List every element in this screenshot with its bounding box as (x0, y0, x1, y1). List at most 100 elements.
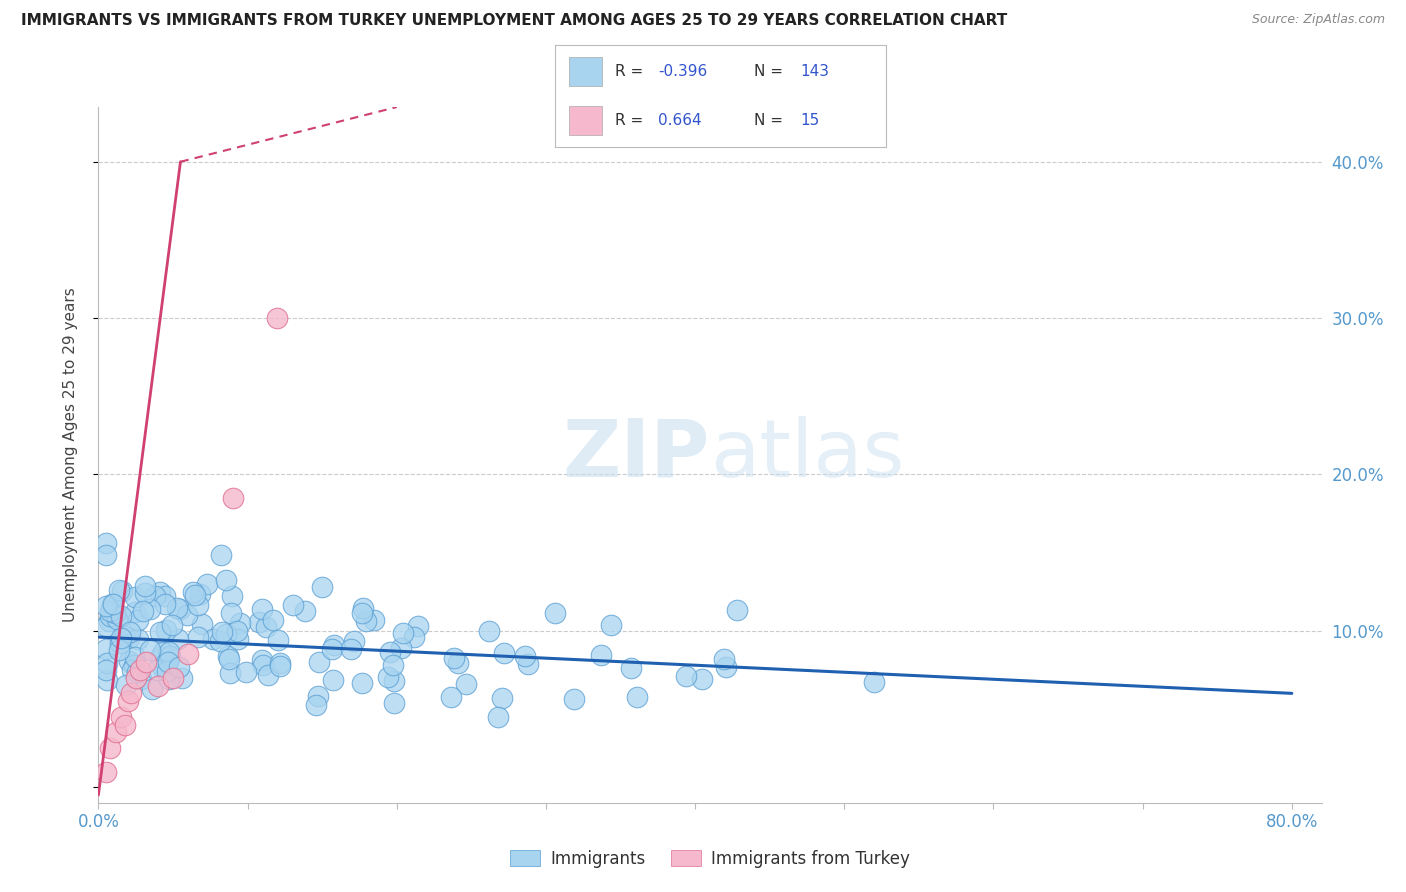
Point (98, 604, 121, 618)
Point (127, 614, 149, 628)
Point (120, 686, 142, 700)
Point (713, 652, 735, 666)
Point (94, 599, 117, 614)
Point (127, 632, 149, 646)
Point (94, 664, 117, 678)
Point (863, 674, 886, 689)
Point (690, 672, 713, 686)
Point (134, 578, 156, 592)
Point (343, 634, 366, 648)
Point (172, 671, 194, 685)
Point (221, 491, 243, 505)
Point (211, 624, 233, 639)
Point (267, 632, 290, 647)
Point (135, 655, 157, 669)
Point (143, 589, 166, 603)
Point (94, 536, 117, 550)
Point (127, 665, 149, 679)
Point (124, 590, 146, 604)
Point (218, 666, 240, 681)
Point (129, 672, 152, 686)
Point (311, 580, 333, 594)
Point (589, 648, 612, 662)
Point (104, 606, 127, 620)
Point (125, 671, 148, 685)
Point (378, 645, 401, 659)
Point (544, 606, 567, 620)
Point (108, 642, 131, 657)
Point (114, 678, 136, 692)
Point (478, 624, 501, 638)
Point (155, 623, 177, 637)
Point (247, 615, 270, 630)
Point (250, 653, 273, 667)
Point (105, 725, 128, 739)
Point (101, 600, 124, 615)
Point (111, 584, 134, 599)
Point (105, 612, 128, 626)
Point (153, 597, 176, 611)
Point (118, 625, 141, 640)
Text: N =: N = (754, 113, 787, 128)
Point (169, 602, 191, 616)
Point (382, 696, 405, 710)
Legend: Immigrants, Immigrants from Turkey: Immigrants, Immigrants from Turkey (503, 843, 917, 874)
Point (96, 673, 118, 687)
Y-axis label: Unemployment Among Ages 25 to 29 years: Unemployment Among Ages 25 to 29 years (63, 287, 77, 623)
Point (269, 659, 291, 673)
Text: R =: R = (614, 63, 648, 78)
Point (101, 597, 124, 611)
Point (382, 658, 405, 673)
Point (155, 589, 177, 603)
Point (187, 598, 209, 612)
Point (406, 619, 429, 633)
Point (254, 619, 277, 633)
Point (250, 601, 273, 615)
Point (184, 588, 207, 602)
Point (307, 689, 329, 703)
Point (141, 682, 163, 697)
Point (217, 648, 239, 663)
Point (562, 692, 585, 706)
Point (187, 631, 209, 645)
Point (152, 645, 174, 659)
Point (110, 609, 132, 624)
Point (339, 641, 361, 656)
Point (124, 658, 146, 673)
Point (118, 654, 141, 668)
Text: 143: 143 (800, 63, 830, 78)
Point (620, 661, 643, 675)
Point (157, 645, 180, 659)
Point (98, 614, 121, 628)
Point (134, 586, 156, 600)
Point (110, 636, 132, 650)
Point (191, 616, 214, 631)
Text: R =: R = (614, 113, 648, 128)
Point (308, 655, 330, 669)
Point (252, 657, 274, 672)
Text: ZIP: ZIP (562, 416, 710, 494)
Text: -0.396: -0.396 (658, 63, 707, 78)
Point (219, 607, 242, 621)
Point (98, 741, 121, 756)
Point (121, 663, 143, 677)
Point (94, 548, 117, 562)
Point (513, 649, 536, 664)
FancyBboxPatch shape (568, 57, 602, 86)
Point (392, 625, 415, 640)
Point (124, 605, 146, 619)
Point (281, 599, 304, 613)
Point (228, 632, 250, 646)
Text: N =: N = (754, 63, 787, 78)
Point (321, 642, 343, 657)
Point (139, 602, 162, 616)
Point (160, 618, 183, 632)
Text: 0.664: 0.664 (658, 113, 702, 128)
Point (94, 618, 117, 632)
Point (124, 650, 146, 665)
Point (176, 607, 198, 622)
Point (215, 573, 238, 587)
Point (209, 634, 232, 648)
Point (149, 650, 172, 665)
Point (626, 690, 648, 704)
